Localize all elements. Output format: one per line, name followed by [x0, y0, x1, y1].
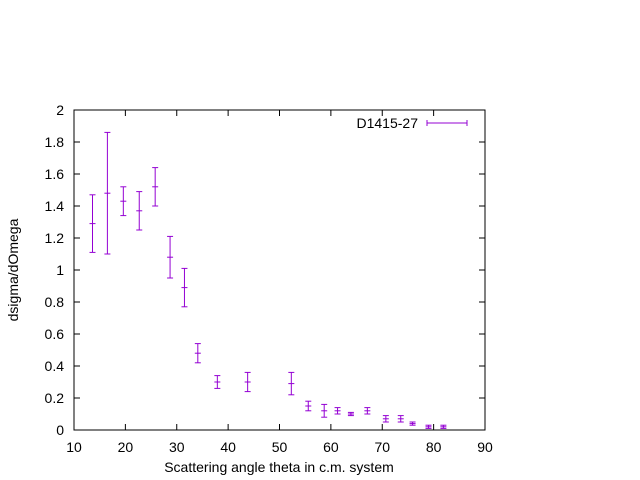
data-point: [305, 400, 312, 412]
data-point: [440, 424, 447, 429]
data-point: [120, 186, 127, 217]
y-tick-label: 0.2: [45, 390, 65, 406]
data-point: [321, 403, 328, 418]
y-tick-label: 0.8: [45, 294, 65, 310]
y-tick-label: 2: [56, 102, 64, 118]
x-tick-label: 30: [169, 439, 185, 455]
y-tick-label: 1.6: [45, 166, 65, 182]
x-tick-labels: 10 20 30 40 50 60 70 80 90: [66, 439, 493, 455]
data-point: [397, 415, 404, 423]
data-point: [244, 371, 251, 393]
y-tick-label: 1: [56, 262, 64, 278]
x-tick-label: 40: [220, 439, 236, 455]
data-points: [89, 131, 447, 429]
y-tick-label: 1.8: [45, 134, 65, 150]
x-tick-label: 50: [272, 439, 288, 455]
data-point: [136, 191, 143, 231]
x-tick-label: 70: [374, 439, 390, 455]
x-tick-label: 60: [323, 439, 339, 455]
data-point: [104, 131, 111, 255]
axis-ticks: [73, 109, 486, 431]
data-point: [382, 415, 389, 423]
data-point: [152, 167, 159, 207]
data-point: [214, 375, 221, 389]
data-point: [194, 343, 201, 364]
data-point: [181, 267, 188, 308]
y-tick-label: 0.4: [45, 358, 65, 374]
y-tick-labels: 0 0.2 0.4 0.6 0.8 1 1.2 1.4 1.6 1.8 2: [45, 102, 65, 438]
x-axis-label: Scattering angle theta in c.m. system: [164, 459, 394, 475]
x-tick-label: 10: [66, 439, 82, 455]
data-point: [364, 407, 371, 415]
data-point: [334, 407, 341, 415]
legend: D1415-27: [357, 115, 468, 131]
y-axis-label: dsigma/dOmega: [5, 218, 21, 321]
data-point: [167, 235, 174, 279]
data-point: [347, 411, 354, 417]
x-tick-label: 90: [477, 439, 493, 455]
y-tick-label: 1.2: [45, 230, 65, 246]
legend-label: D1415-27: [357, 115, 419, 131]
y-tick-label: 0.6: [45, 326, 65, 342]
y-tick-label: 0: [56, 422, 64, 438]
x-tick-label: 20: [118, 439, 134, 455]
y-tick-label: 1.4: [45, 198, 65, 214]
plot-frame: [73, 109, 486, 431]
x-tick-label: 80: [426, 439, 442, 455]
data-point: [425, 424, 432, 429]
data-point: [288, 371, 295, 396]
data-point: [89, 194, 96, 253]
data-point: [409, 421, 416, 426]
